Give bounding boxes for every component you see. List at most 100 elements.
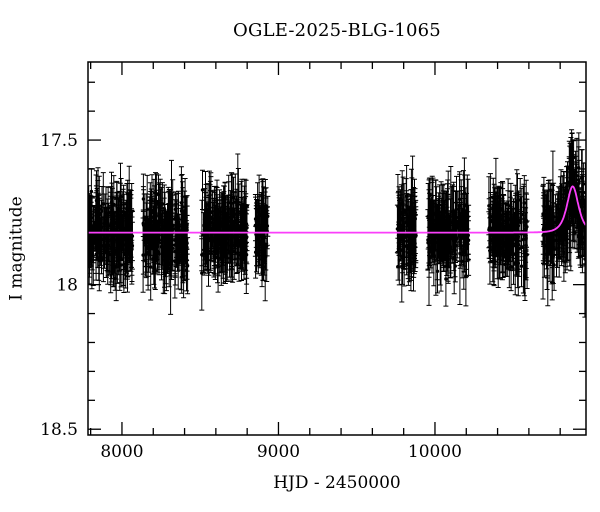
data-point	[256, 250, 260, 255]
data-point	[443, 210, 447, 214]
data-point	[429, 242, 434, 246]
data-point	[500, 233, 504, 238]
data-point	[181, 228, 185, 233]
data-point	[400, 256, 405, 261]
data-point	[115, 236, 120, 240]
data-point	[176, 252, 180, 256]
data-point	[266, 214, 270, 218]
data-point	[125, 256, 130, 260]
data-point	[395, 227, 400, 231]
y-axis-label: I magnitude	[6, 196, 27, 301]
data-point	[577, 178, 581, 182]
data-point	[164, 253, 169, 257]
data-point	[149, 265, 153, 269]
data-point	[439, 217, 444, 221]
data-point	[552, 263, 556, 267]
data-point	[446, 228, 450, 232]
data-point	[436, 211, 440, 215]
data-points-layer	[88, 129, 586, 318]
data-point	[208, 205, 212, 210]
data-point	[237, 235, 241, 239]
data-point	[509, 265, 513, 269]
data-point	[96, 196, 100, 200]
data-point	[162, 206, 166, 211]
data-point	[119, 263, 123, 267]
data-point	[456, 219, 461, 224]
data-point	[548, 248, 552, 252]
data-point	[404, 210, 408, 214]
data-point	[89, 250, 93, 255]
data-point	[427, 208, 432, 212]
data-point	[571, 179, 575, 184]
data-point	[524, 227, 528, 231]
data-point	[441, 213, 446, 217]
data-point	[580, 240, 585, 245]
data-point	[238, 253, 242, 257]
data-point	[512, 226, 516, 230]
data-point	[109, 246, 113, 250]
data-point	[580, 194, 585, 198]
data-point	[101, 258, 106, 262]
data-point	[157, 201, 161, 205]
data-point	[553, 220, 558, 225]
data-point	[184, 240, 189, 244]
x-tick-label: 9000	[257, 442, 300, 462]
data-point	[458, 238, 462, 243]
data-point	[406, 233, 410, 237]
data-point	[202, 248, 206, 252]
data-point	[264, 254, 268, 259]
data-point	[105, 225, 110, 229]
data-point	[212, 223, 216, 227]
data-point	[519, 264, 524, 268]
data-point	[257, 226, 261, 230]
data-point	[153, 248, 158, 252]
data-point	[119, 214, 124, 218]
data-point	[551, 214, 555, 218]
data-point	[94, 218, 98, 222]
y-tick-label: 18.5	[40, 420, 78, 440]
data-point	[466, 215, 470, 219]
data-point	[124, 252, 128, 257]
data-point	[409, 219, 414, 223]
data-point	[496, 235, 501, 239]
data-point	[106, 258, 110, 263]
data-point	[228, 227, 232, 232]
data-point	[89, 189, 94, 194]
data-point	[212, 253, 216, 257]
data-point	[205, 239, 209, 243]
data-point	[464, 225, 468, 229]
data-point	[440, 241, 444, 245]
data-point	[508, 217, 513, 222]
data-point	[453, 243, 457, 247]
data-point	[219, 256, 223, 260]
data-point	[545, 233, 550, 237]
data-point	[518, 198, 522, 202]
plot-frame	[87, 61, 587, 436]
y-tick-label: 17.5	[40, 131, 78, 151]
data-point	[523, 233, 528, 237]
data-point	[494, 191, 498, 195]
data-point	[508, 246, 512, 251]
data-point	[462, 203, 467, 208]
data-point	[556, 231, 560, 235]
data-point	[214, 215, 218, 219]
x-tick-label: 10000	[408, 442, 462, 462]
data-point	[501, 225, 506, 230]
data-point	[437, 239, 442, 243]
data-point	[145, 207, 149, 211]
data-point	[142, 215, 146, 219]
data-point	[173, 249, 177, 253]
data-point	[407, 245, 412, 250]
data-point	[227, 215, 231, 219]
data-point	[577, 216, 581, 221]
data-point	[399, 216, 403, 221]
data-point	[433, 241, 437, 245]
data-point	[253, 223, 258, 228]
x-tick-label: 8000	[100, 442, 143, 462]
data-point	[259, 228, 263, 232]
data-point	[461, 214, 465, 218]
data-point	[496, 208, 500, 212]
data-point	[505, 238, 509, 242]
